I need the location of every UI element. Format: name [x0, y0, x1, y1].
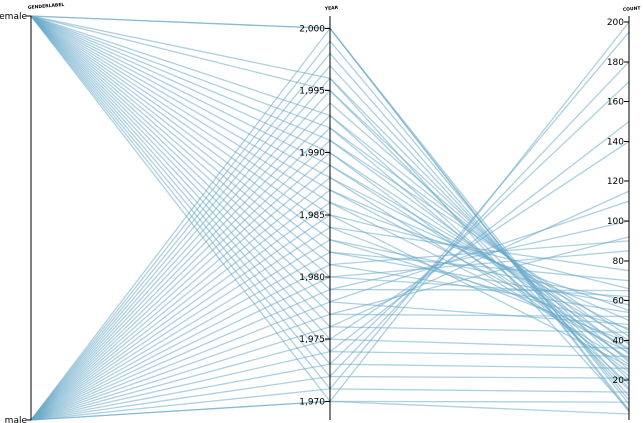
axis-year-title: YEAR — [324, 5, 339, 12]
genderlabel-tick-label: male — [5, 416, 28, 423]
axis-count-ticks: 20 40 60 80 100 120 140 160 180 200 — [607, 18, 629, 386]
count-tick-label: 20 — [613, 376, 625, 386]
axis-count-title: COUNT — [623, 5, 642, 13]
count-tick-label: 40 — [613, 336, 625, 346]
axis-genderlabel[interactable]: GENDERLABEL female male — [0, 2, 65, 423]
year-tick-label: 1,995 — [299, 87, 325, 97]
axis-count[interactable]: COUNT 20 40 60 80 100 120 140 160 180 200 — [607, 5, 642, 420]
count-tick-label: 140 — [607, 137, 624, 147]
year-tick-label: 1,985 — [299, 211, 325, 221]
year-tick-label: 1,975 — [299, 335, 325, 345]
count-tick-label: 160 — [607, 98, 624, 108]
year-tick-label: 1,980 — [299, 273, 325, 283]
count-tick-label: 120 — [607, 177, 624, 187]
count-tick-label: 200 — [607, 18, 624, 28]
year-tick-label: 2,000 — [299, 24, 325, 34]
count-tick-label: 60 — [613, 297, 625, 307]
axis-year-ticks: 1,970 1,975 1,980 1,985 1,990 1,995 2,000 — [299, 24, 330, 407]
count-tick-label: 180 — [607, 58, 624, 68]
axis-year[interactable]: YEAR 1,970 1,975 1,980 1,985 1,990 1,995 2,000 — [299, 5, 339, 420]
axis-genderlabel-title: GENDERLABEL — [28, 2, 65, 11]
count-tick-label: 100 — [607, 217, 624, 227]
axis-genderlabel-ticks: female male — [0, 12, 31, 423]
year-tick-label: 1,970 — [299, 397, 325, 407]
count-tick-label: 80 — [613, 257, 625, 267]
year-tick-label: 1,990 — [299, 149, 325, 159]
genderlabel-tick-label: female — [0, 12, 27, 22]
